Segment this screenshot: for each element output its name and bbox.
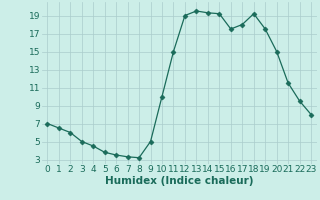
X-axis label: Humidex (Indice chaleur): Humidex (Indice chaleur) (105, 176, 253, 186)
